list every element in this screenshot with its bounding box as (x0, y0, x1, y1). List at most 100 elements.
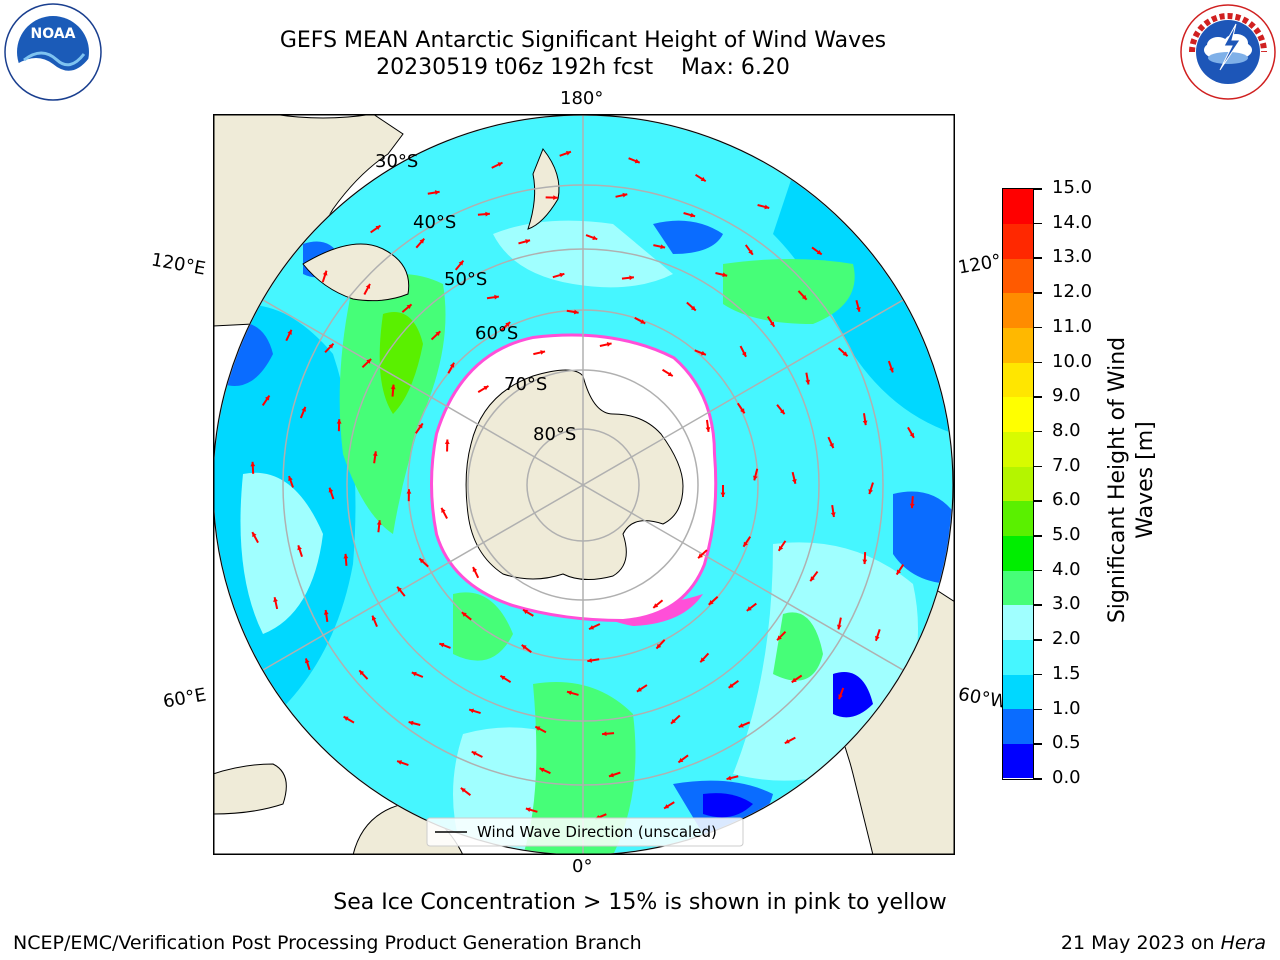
wind-arrow-head (439, 642, 445, 648)
wind-arrow-head (805, 379, 811, 385)
noaa-logo-icon: NOAA (4, 3, 102, 101)
map-legend: Wind Wave Direction (unscaled) (426, 817, 744, 847)
wind-arrow-head (523, 609, 529, 615)
lat-label-50s: 50°S (444, 269, 488, 290)
colorbar-tick (1034, 222, 1042, 225)
colorbar-segment (1003, 396, 1033, 433)
nws-logo-icon (1180, 4, 1276, 100)
wind-arrow-head (419, 558, 425, 564)
colorbar-tick (1034, 396, 1042, 398)
colorbar-tick (1034, 778, 1042, 780)
wind-arrow-head (743, 541, 748, 547)
colorbar-tick (1034, 430, 1042, 433)
wind-arrow-head (469, 708, 475, 714)
wind-arrow-head (792, 478, 797, 484)
colorbar-tick-label: 0.5 (1052, 732, 1081, 754)
antarctica-land (465, 369, 684, 580)
wind-arrow-head (505, 322, 511, 327)
colorbar-segment (1003, 362, 1033, 398)
colorbar-tick-label: 1.5 (1052, 662, 1081, 684)
polar-map: Wind Wave Direction (unscaled) (213, 114, 955, 855)
wind-arrow-head (252, 532, 257, 538)
wind-arrow-head (328, 487, 334, 493)
wind-arrow-head (376, 520, 382, 525)
colorbar-segment (1003, 431, 1033, 467)
wind-arrow-head (328, 343, 334, 349)
sea-ice-note: Sea Ice Concentration > 15% is shown in … (333, 890, 947, 915)
wind-arrow-head (868, 489, 873, 495)
wind-arrow-head (592, 235, 598, 240)
wind-arrow-head (678, 757, 684, 763)
producer-credit: NCEP/EMC/Verification Post Processing Pr… (13, 932, 642, 954)
wind-arrow-head (472, 567, 478, 573)
wind-arrow-head (521, 644, 527, 650)
wind-arrow-head (862, 420, 868, 426)
wind-arrow-head (640, 319, 646, 324)
wind-arrow-head (323, 610, 329, 615)
wind-arrow-head (497, 162, 503, 167)
wind-arrow-head (810, 576, 815, 582)
wind-arrow-head (441, 507, 446, 513)
colorbar-segment (1003, 258, 1033, 294)
lat-label-60s: 60°S (475, 323, 519, 344)
legend-label: Wind Wave Direction (unscaled) (477, 823, 717, 841)
wind-arrow-head (622, 192, 628, 198)
colorbar-tick-label: 15.0 (1052, 177, 1093, 198)
wind-arrow-head (397, 760, 403, 765)
wind-arrow-head (656, 643, 662, 649)
wind-arrow-head (791, 677, 797, 683)
wind-arrow-head (460, 787, 466, 793)
wind-arrow-head (390, 384, 396, 390)
wind-arrow-head (700, 350, 706, 356)
wind-arrow-head (602, 731, 607, 737)
colorbar-tick (1034, 292, 1042, 294)
wind-arrow-head (720, 492, 726, 497)
colorbar-tick-label: 5.0 (1052, 524, 1081, 546)
colorbar-tick-label: 0.0 (1052, 767, 1081, 788)
wind-arrow-head (862, 559, 868, 565)
wind-arrow-head (629, 275, 634, 281)
wind-arrow-head (419, 238, 425, 244)
wind-arrows (250, 150, 915, 820)
wind-arrow-head (779, 409, 785, 415)
wind-arrow-head (909, 432, 914, 438)
colorbar-segment (1003, 327, 1033, 363)
wind-arrow-head (535, 726, 541, 731)
colorbar-segment (1003, 466, 1033, 502)
wind-arrow-head (449, 362, 455, 368)
colorbar-tick (1034, 535, 1042, 537)
wind-arrow-head (764, 204, 770, 210)
wind-arrow-head (777, 635, 782, 641)
wind-arrow-head (856, 306, 861, 312)
colorbar-tick-label: 6.0 (1052, 489, 1081, 511)
wind-arrow-head (371, 615, 377, 621)
machine-name: Hera (1220, 932, 1266, 954)
wind-arrow-head (722, 272, 728, 278)
wind-arrow-head (769, 321, 775, 327)
wind-arrow-head (366, 359, 372, 364)
colorbar-segment (1003, 292, 1033, 329)
wind-arrow-head (690, 212, 696, 218)
wind-arrow-head (250, 461, 256, 467)
svg-text:NOAA: NOAA (31, 26, 76, 42)
wind-arrow-head (667, 371, 673, 377)
wind-arrow-head (273, 597, 278, 602)
wind-arrow-head (608, 772, 614, 778)
wind-arrow-head (494, 294, 499, 300)
wind-arrow-head (343, 553, 349, 559)
wind-arrow-head (728, 683, 734, 688)
svg-text:Waves [m]: Waves [m] (1133, 421, 1158, 538)
wind-arrow-head (365, 283, 371, 289)
wind-arrow-head (288, 476, 293, 482)
colorbar-tick-label: 14.0 (1052, 211, 1093, 233)
wind-arrow-head (559, 272, 565, 278)
map-subtitle: 20230519 t06z 192h fcst Max: 6.20 (376, 55, 790, 80)
wind-arrow-head (359, 670, 365, 676)
wind-arrow-head (540, 350, 546, 355)
lat-label-30s: 30°S (375, 151, 419, 172)
wind-arrow-head (634, 158, 640, 164)
colorbar-tick (1034, 639, 1042, 641)
wind-arrow-head (297, 545, 302, 551)
wind-arrow-head (573, 309, 579, 315)
generation-date: 21 May 2023 on Hera (1060, 932, 1266, 954)
